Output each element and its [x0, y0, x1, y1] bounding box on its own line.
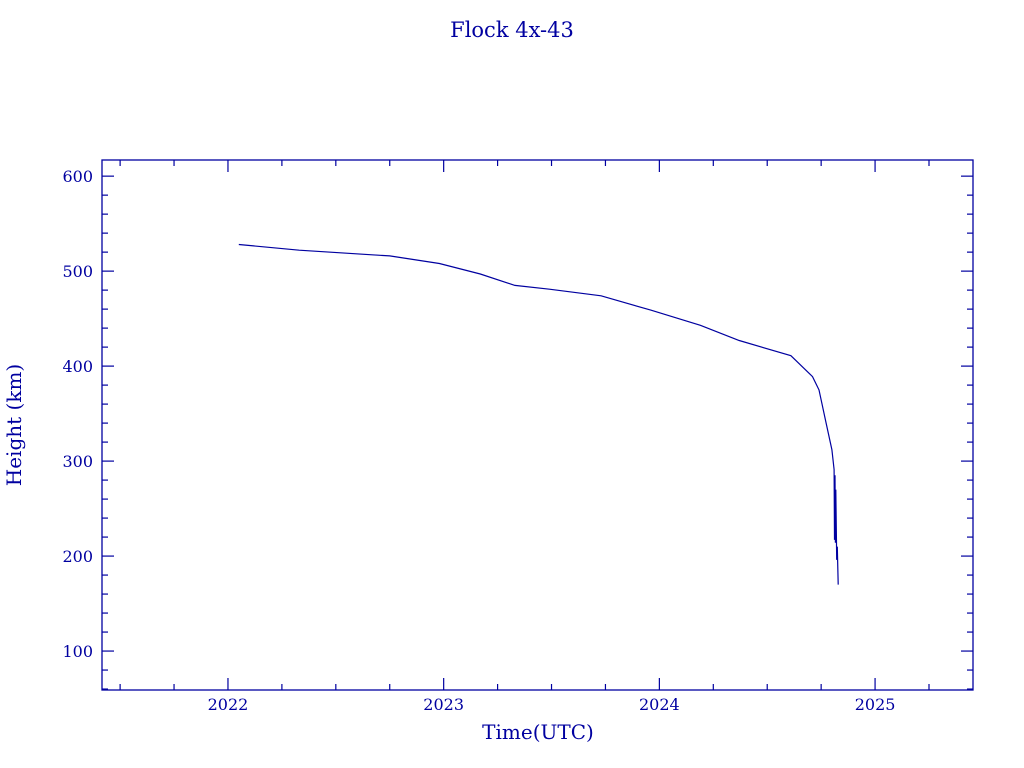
chart-title: Flock 4x-43 — [450, 18, 574, 42]
y-tick-label: 600 — [62, 167, 93, 186]
x-tick-labels: 2022 2023 2024 2025 — [208, 695, 896, 714]
y-tick-label: 200 — [62, 547, 93, 566]
y-tick-labels: 100 200 300 400 500 600 — [62, 167, 93, 661]
y-axis-label: Height (km) — [2, 364, 26, 486]
x-tick-label: 2022 — [208, 695, 249, 714]
y-tick-label: 100 — [62, 642, 93, 661]
x-tick-label: 2023 — [423, 695, 464, 714]
y-tick-label: 400 — [62, 357, 93, 376]
y-tick-label: 500 — [62, 262, 93, 281]
y-tick-label: 300 — [62, 452, 93, 471]
x-tick-label: 2024 — [639, 695, 680, 714]
height-series-line — [238, 243, 839, 585]
x-axis-label: Time(UTC) — [482, 720, 594, 744]
x-tick-label: 2025 — [855, 695, 896, 714]
axis-ticks — [102, 160, 973, 690]
plot-frame — [101, 159, 974, 691]
